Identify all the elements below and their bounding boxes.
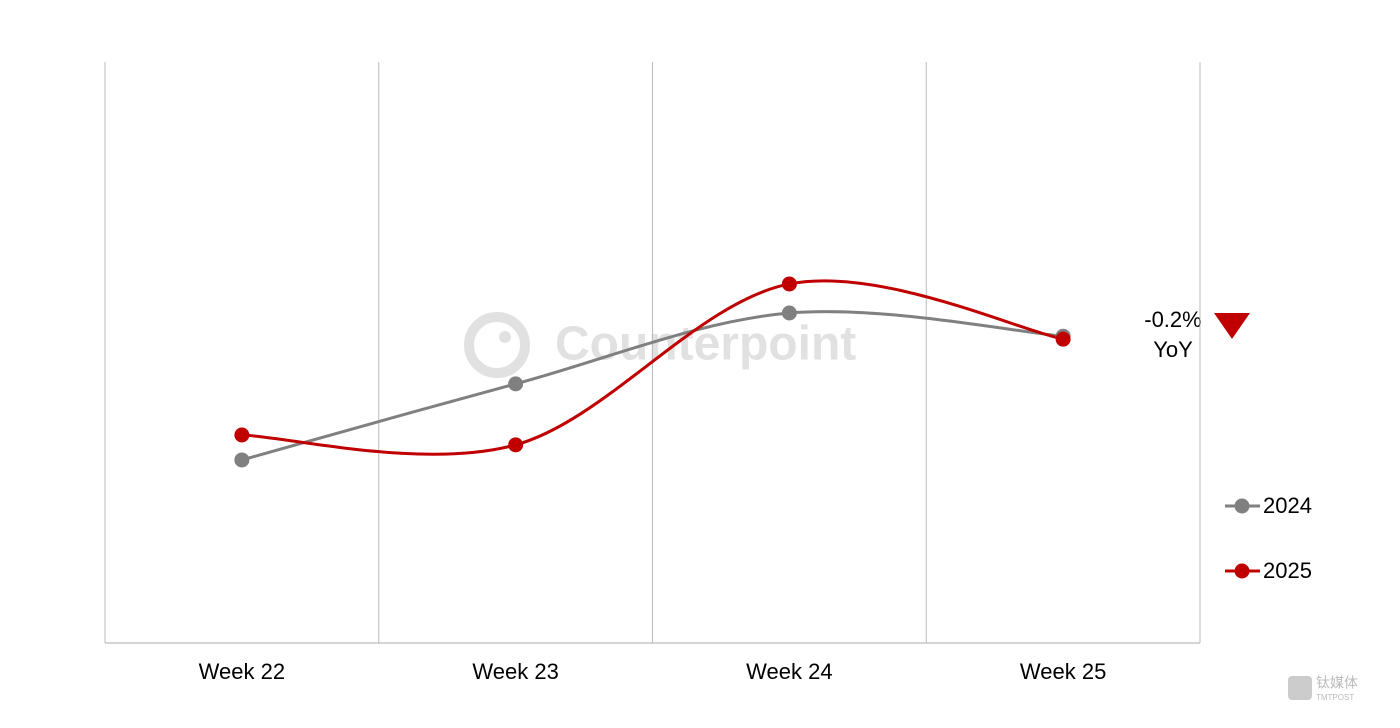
point [508,437,524,453]
series-line [241,279,1064,456]
legend-label: 2024 [1263,493,1312,518]
point [1055,331,1071,347]
down-triangle [1214,313,1250,339]
legend-marker [1234,563,1250,579]
series-line [241,310,1064,462]
source-logo: 钛媒体 TMTPOST [1288,675,1358,702]
legend-marker [1234,498,1250,514]
point [781,276,797,292]
x-tick-label: Week 22 [199,659,285,684]
annotation-unit: YoY [1153,337,1193,362]
logo-icon [1288,676,1312,700]
x-tick-label: Week 24 [746,659,832,684]
watermark: Counterpoint [464,312,856,378]
watermark-text: Counterpoint [555,318,856,371]
logo-name: 钛媒体 [1316,675,1358,691]
watermark-icon-dot [499,331,511,343]
annotation: -0.2% YoY [1144,307,1250,362]
x-tick-label: Week 23 [472,659,558,684]
point [234,427,250,443]
watermark-icon [464,312,530,378]
point [508,376,524,392]
logo-sub: TMTPOST [1316,693,1354,702]
legend-label: 2025 [1263,558,1312,583]
x-tick-label: Week 25 [1020,659,1106,684]
point [234,452,250,468]
point [781,305,797,321]
annotation-value: -0.2% [1144,307,1201,332]
